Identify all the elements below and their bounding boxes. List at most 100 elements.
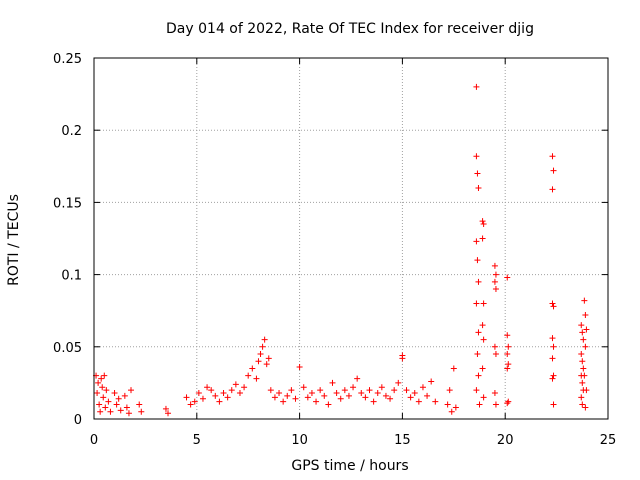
- data-point: [224, 394, 231, 401]
- data-point: [99, 384, 106, 391]
- data-point: [128, 387, 135, 394]
- data-point: [100, 394, 107, 401]
- y-tick-label: 0.05: [53, 341, 82, 356]
- data-point: [550, 401, 557, 408]
- data-point: [480, 300, 487, 307]
- data-point: [195, 390, 202, 397]
- data-point: [492, 271, 499, 278]
- data-point: [341, 387, 348, 394]
- data-point: [480, 336, 487, 343]
- data-point: [236, 390, 243, 397]
- data-point: [432, 398, 439, 405]
- data-point: [308, 390, 315, 397]
- y-tick-label: 0.25: [53, 52, 82, 67]
- data-point: [428, 378, 435, 385]
- data-point: [395, 379, 402, 386]
- data-point: [579, 329, 586, 336]
- data-point: [280, 398, 287, 405]
- plot-frame: [93, 57, 609, 420]
- data-point: [580, 336, 587, 343]
- data-point: [304, 394, 311, 401]
- grid-lines: [94, 58, 608, 419]
- data-point: [391, 387, 398, 394]
- plot-points: [93, 83, 590, 417]
- data-point: [370, 398, 377, 405]
- data-point: [580, 365, 587, 372]
- y-tick-label: 0: [74, 413, 82, 428]
- data-point: [162, 405, 169, 412]
- data-point: [581, 372, 588, 379]
- x-tick-label: 15: [394, 433, 411, 448]
- data-point: [474, 257, 481, 264]
- data-point: [212, 392, 219, 399]
- data-point: [475, 278, 482, 285]
- data-point: [138, 408, 145, 415]
- data-point: [549, 375, 556, 382]
- data-point: [354, 375, 361, 382]
- data-point: [366, 387, 373, 394]
- data-point: [505, 361, 512, 368]
- data-point: [94, 390, 101, 397]
- data-point: [257, 351, 264, 358]
- data-point: [479, 322, 486, 329]
- x-tick-label: 5: [193, 433, 201, 448]
- data-point: [165, 410, 172, 417]
- data-point: [296, 364, 303, 371]
- data-point: [115, 395, 122, 402]
- data-point: [444, 401, 451, 408]
- data-point: [504, 400, 511, 407]
- data-point: [107, 408, 114, 415]
- data-point: [337, 395, 344, 402]
- data-point: [491, 278, 498, 285]
- data-point: [183, 394, 190, 401]
- data-point: [232, 381, 239, 388]
- data-point: [399, 355, 406, 362]
- data-point: [113, 401, 120, 408]
- data-point: [259, 343, 266, 350]
- data-point: [579, 379, 586, 386]
- data-point: [475, 184, 482, 191]
- data-point: [220, 390, 227, 397]
- data-point: [136, 401, 143, 408]
- data-point: [271, 394, 278, 401]
- data-point: [476, 401, 483, 408]
- data-point: [101, 372, 108, 379]
- data-point: [313, 398, 320, 405]
- data-point: [321, 392, 328, 399]
- data-point: [549, 355, 556, 362]
- data-point: [350, 384, 357, 391]
- data-point: [480, 394, 487, 401]
- data-point: [255, 358, 262, 365]
- data-point: [491, 343, 498, 350]
- data-point: [241, 384, 248, 391]
- data-point: [228, 387, 235, 394]
- data-point: [105, 398, 112, 405]
- data-point: [475, 329, 482, 336]
- data-point: [111, 390, 118, 397]
- data-point: [97, 408, 104, 415]
- x-tick-label: 10: [291, 433, 308, 448]
- data-point: [504, 365, 511, 372]
- data-point: [249, 365, 256, 372]
- y-tick-label: 0.1: [61, 269, 82, 284]
- data-point: [325, 401, 332, 408]
- data-point: [382, 392, 389, 399]
- data-point: [204, 384, 211, 391]
- data-point: [474, 351, 481, 358]
- data-point: [187, 401, 194, 408]
- data-point: [265, 355, 272, 362]
- chart-title: Day 014 of 2022, Rate Of TEC Index for r…: [166, 21, 534, 37]
- data-point: [549, 300, 556, 307]
- y-tick-labels: 0 0.05 0.1 0.15 0.2 0.25: [53, 52, 608, 428]
- data-point: [216, 398, 223, 405]
- data-point: [479, 365, 486, 372]
- data-point: [288, 387, 295, 394]
- data-point: [578, 322, 585, 329]
- data-point: [550, 372, 557, 379]
- data-point: [579, 358, 586, 365]
- data-point: [492, 401, 499, 408]
- data-point: [403, 387, 410, 394]
- data-point: [378, 384, 385, 391]
- data-point: [492, 351, 499, 358]
- data-point: [473, 153, 480, 160]
